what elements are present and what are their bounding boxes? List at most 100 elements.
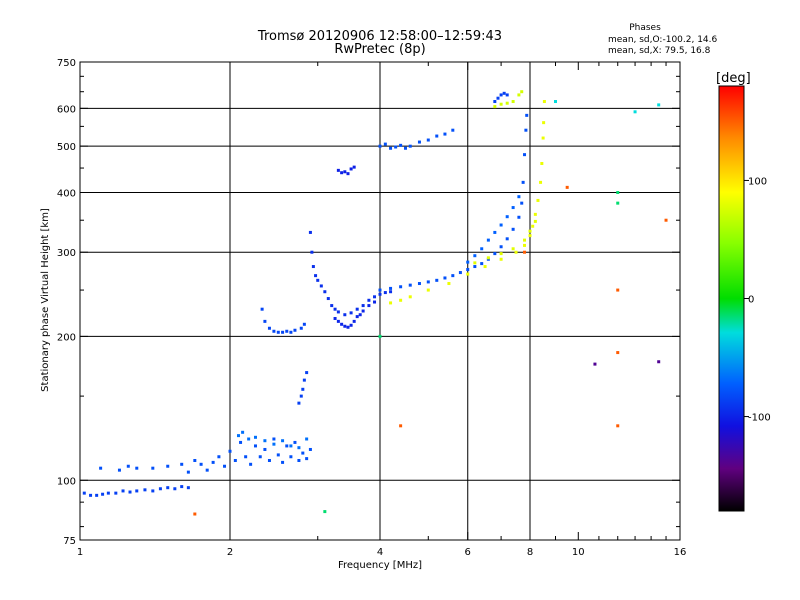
data-point: [399, 285, 403, 289]
data-point: [128, 490, 132, 494]
data-point: [349, 167, 353, 171]
y-tick-label: 500: [57, 142, 76, 153]
data-point: [458, 271, 462, 275]
data-point: [289, 455, 293, 459]
data-point: [343, 313, 347, 317]
data-point: [281, 330, 285, 334]
y-tick-label: 400: [57, 188, 76, 199]
data-point: [180, 462, 184, 466]
data-point: [333, 307, 337, 311]
y-tick-labels: 75 100 200 300 400 500 600 750: [57, 58, 76, 547]
data-point: [451, 128, 455, 132]
data-point: [483, 265, 487, 269]
data-point: [249, 462, 253, 466]
data-point: [135, 466, 139, 470]
data-point: [399, 298, 403, 302]
data-point: [343, 324, 347, 328]
data-point: [217, 455, 221, 459]
data-point: [473, 254, 477, 258]
data-point: [505, 101, 509, 105]
data-point: [657, 360, 661, 364]
colorbar-ticks: 100 0 -100: [744, 176, 771, 424]
data-point: [523, 243, 527, 247]
data-point: [193, 458, 197, 462]
y-tick-label: 100: [57, 476, 76, 487]
data-point: [263, 439, 267, 443]
data-point: [417, 140, 421, 144]
y-tick-label: 200: [57, 332, 76, 343]
data-point: [389, 146, 393, 150]
data-point: [211, 460, 215, 464]
data-point: [228, 449, 232, 453]
data-point: [253, 444, 257, 448]
data-point: [426, 288, 430, 292]
data-point: [272, 442, 276, 446]
data-point: [285, 444, 289, 448]
data-point: [378, 144, 382, 148]
data-point: [616, 288, 620, 292]
colorbar-tick-label: -100: [748, 413, 771, 424]
data-point: [352, 165, 356, 169]
data-point: [657, 103, 661, 107]
data-point: [285, 329, 289, 333]
data-point: [435, 278, 439, 282]
data-point: [480, 247, 484, 251]
data-point: [378, 288, 382, 292]
data-point: [143, 488, 147, 492]
data-point: [114, 491, 118, 495]
data-point: [389, 290, 393, 294]
data-point: [106, 491, 110, 495]
data-point: [158, 487, 162, 491]
data-point: [302, 322, 306, 326]
y-tick-label: 75: [63, 536, 76, 547]
data-point: [383, 142, 387, 146]
data-point: [95, 493, 99, 497]
data-point: [281, 460, 285, 464]
data-point: [297, 401, 301, 405]
data-point: [297, 458, 301, 462]
data-point: [121, 489, 125, 493]
data-point: [378, 334, 382, 338]
data-point: [493, 230, 497, 234]
data-point: [346, 325, 350, 329]
data-point: [258, 455, 262, 459]
data-point: [496, 96, 500, 100]
data-point: [523, 238, 527, 242]
x-tick-label: 4: [377, 547, 383, 558]
data-point: [539, 180, 543, 184]
data-point: [82, 491, 86, 495]
x-tick-label: 8: [527, 547, 533, 558]
data-point: [293, 328, 297, 332]
data-point: [151, 466, 155, 470]
y-tick-label: 300: [57, 248, 76, 259]
colorbar: [718, 85, 745, 512]
data-point: [173, 487, 177, 491]
data-point: [616, 190, 620, 194]
data-point: [517, 195, 521, 199]
data-point: [521, 180, 525, 184]
data-point: [101, 492, 105, 496]
data-point: [399, 143, 403, 147]
x-tick-labels: 1 2 4 6 8 10 16: [77, 547, 687, 558]
data-point: [267, 458, 271, 462]
data-point: [523, 250, 527, 254]
data-point: [314, 274, 318, 278]
axis-ticks: [79, 61, 681, 541]
data-point: [426, 138, 430, 142]
data-point: [336, 168, 340, 172]
data-point: [352, 319, 356, 323]
data-point: [260, 307, 264, 311]
data-point: [542, 121, 546, 125]
colorbar-tick-label: 100: [748, 176, 767, 187]
data-point: [297, 446, 301, 450]
y-axis-label: Stationary phase Virtual Height [km]: [40, 208, 51, 392]
data-point: [281, 439, 285, 443]
data-point: [166, 486, 170, 490]
data-point: [486, 256, 490, 260]
data-point: [426, 280, 430, 284]
data-point: [664, 218, 668, 222]
data-point: [511, 100, 515, 104]
data-point: [301, 451, 305, 455]
data-point: [528, 234, 532, 238]
